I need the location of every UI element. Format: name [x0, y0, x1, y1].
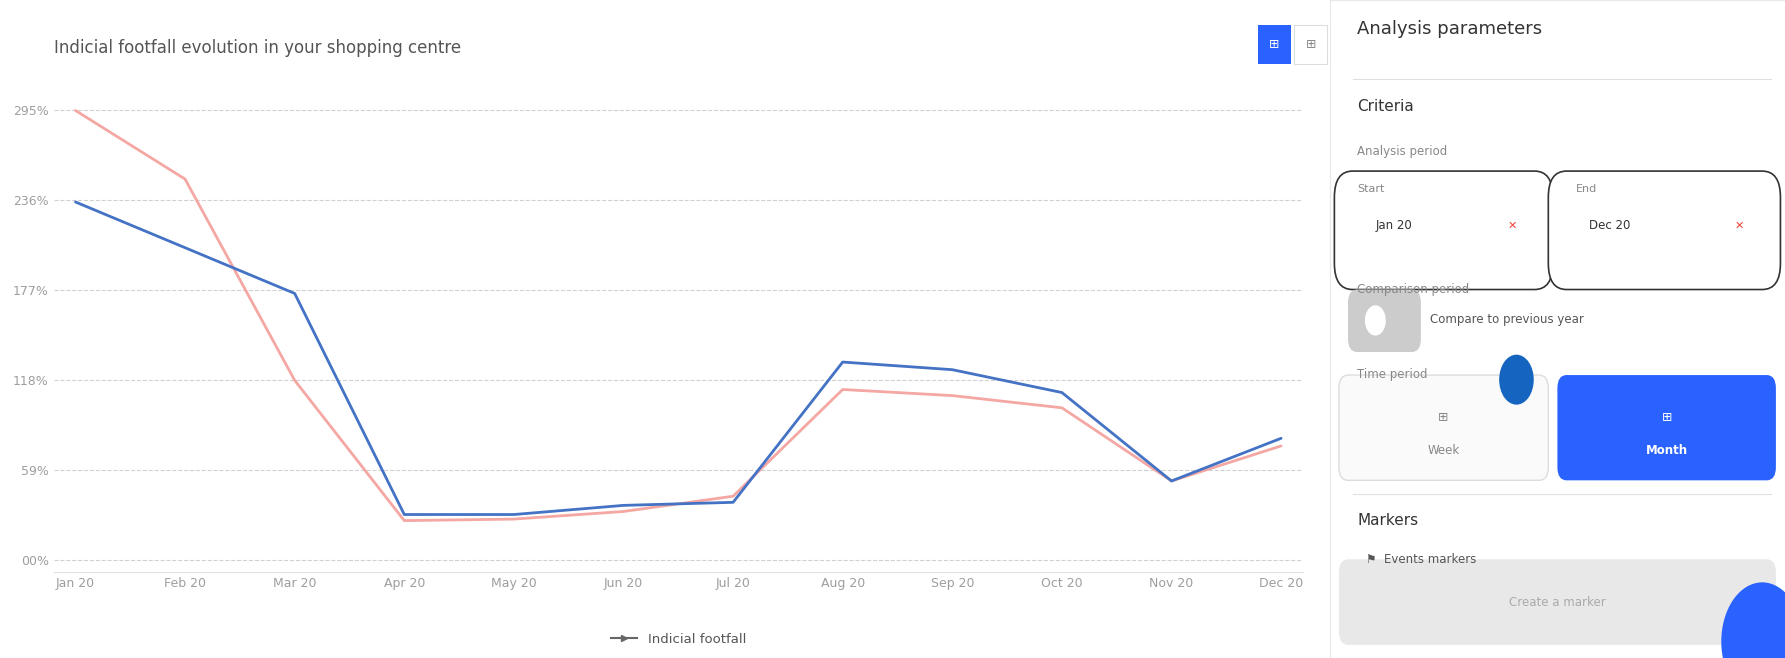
Text: Month: Month [1646, 444, 1687, 457]
Ellipse shape [1366, 305, 1385, 336]
Text: Start: Start [1357, 184, 1385, 194]
Text: ✕: ✕ [1507, 220, 1517, 231]
Text: ✕: ✕ [1735, 220, 1744, 231]
Circle shape [1721, 582, 1785, 658]
Text: ?: ? [1514, 373, 1519, 384]
Text: Compare to previous year: Compare to previous year [1430, 313, 1583, 326]
Text: ⊞: ⊞ [1307, 38, 1317, 51]
FancyBboxPatch shape [1335, 171, 1553, 290]
FancyBboxPatch shape [1339, 375, 1548, 480]
Text: Jan 20: Jan 20 [1376, 219, 1412, 232]
FancyBboxPatch shape [1558, 375, 1776, 480]
FancyBboxPatch shape [1339, 559, 1776, 645]
Legend: Indicial footfall: Indicial footfall [605, 627, 751, 651]
Text: Week: Week [1428, 444, 1460, 457]
Text: ⊞: ⊞ [1269, 38, 1280, 51]
Text: Comparison period: Comparison period [1357, 283, 1469, 296]
FancyBboxPatch shape [1294, 25, 1326, 64]
Text: Criteria: Criteria [1357, 99, 1414, 114]
Text: Indicial footfall evolution in your shopping centre: Indicial footfall evolution in your shop… [54, 39, 461, 57]
FancyBboxPatch shape [1258, 25, 1291, 64]
Text: Analysis period: Analysis period [1357, 145, 1448, 158]
FancyBboxPatch shape [1548, 171, 1780, 290]
Text: Analysis parameters: Analysis parameters [1357, 20, 1542, 38]
Text: Time period: Time period [1357, 368, 1428, 382]
Text: Markers: Markers [1357, 513, 1419, 528]
Text: End: End [1576, 184, 1598, 194]
Text: ⚑  Events markers: ⚑ Events markers [1366, 553, 1476, 566]
Text: ⊞: ⊞ [1662, 411, 1673, 424]
Text: Dec 20: Dec 20 [1589, 219, 1631, 232]
Text: Create a marker: Create a marker [1508, 595, 1607, 609]
Text: ⊞: ⊞ [1439, 411, 1449, 424]
FancyBboxPatch shape [1348, 290, 1421, 352]
Circle shape [1499, 355, 1533, 405]
